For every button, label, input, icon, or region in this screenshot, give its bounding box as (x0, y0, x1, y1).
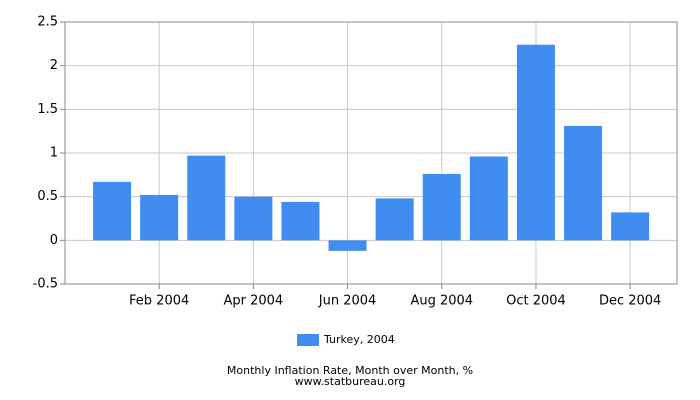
bar (375, 198, 414, 241)
bar (187, 155, 226, 241)
x-tick-label: Apr 2004 (223, 294, 283, 309)
bar (564, 125, 603, 241)
y-tick-label: -0.5 (33, 277, 58, 292)
bar (140, 194, 179, 241)
bar (422, 173, 461, 241)
y-tick-label: 0.5 (37, 189, 58, 204)
x-tick-label: Dec 2004 (599, 294, 661, 309)
bar (611, 212, 650, 241)
bar (328, 240, 367, 251)
x-tick-label: Oct 2004 (506, 294, 566, 309)
bar (469, 156, 508, 241)
plot-frame (64, 21, 678, 285)
bar (234, 196, 273, 241)
x-tick-label: Jun 2004 (318, 294, 377, 309)
y-tick-label: 1 (50, 146, 58, 161)
bar (516, 44, 555, 241)
y-tick-label: 2 (50, 58, 58, 73)
bar (93, 181, 132, 241)
chart-title: Monthly Inflation Rate, Month over Month… (227, 364, 473, 377)
y-tick-label: 1.5 (37, 102, 58, 117)
y-tick-label: 2.5 (37, 15, 58, 30)
chart-subtitle: www.statbureau.org (295, 375, 406, 388)
y-tick-label: 0 (50, 233, 58, 248)
legend-swatch (297, 334, 319, 346)
legend-label: Turkey, 2004 (323, 333, 395, 346)
x-tick-label: Aug 2004 (410, 294, 473, 309)
bar (281, 201, 320, 241)
x-tick-label: Feb 2004 (129, 294, 189, 309)
